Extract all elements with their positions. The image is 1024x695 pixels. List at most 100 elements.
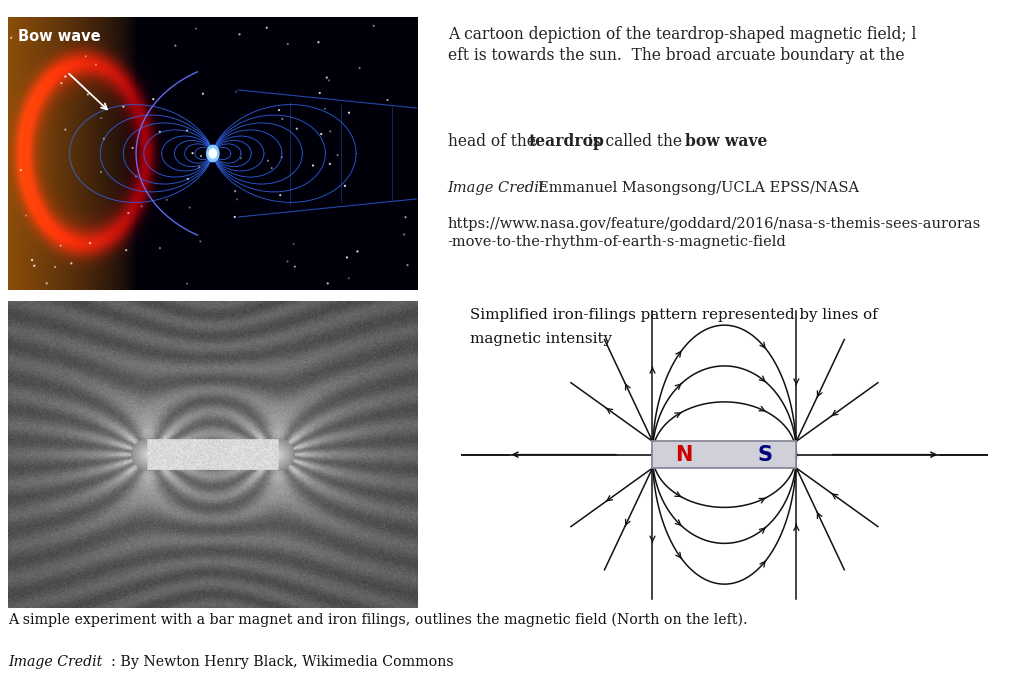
Point <box>195 88 211 99</box>
Point <box>286 238 302 250</box>
Point <box>258 22 274 33</box>
Point <box>115 101 131 112</box>
Point <box>396 229 413 240</box>
Point <box>271 104 288 115</box>
Point <box>351 63 368 74</box>
Point <box>341 272 357 284</box>
Point <box>349 246 366 257</box>
Point <box>179 173 196 184</box>
Point <box>124 142 140 154</box>
Point <box>118 245 134 256</box>
Point <box>24 254 40 265</box>
Point <box>93 113 110 124</box>
Point <box>280 38 296 49</box>
Point <box>193 150 209 161</box>
Text: magnetic intensity: magnetic intensity <box>470 332 612 346</box>
Text: N: N <box>675 445 692 465</box>
Point <box>159 194 175 205</box>
Point <box>226 211 243 222</box>
Point <box>80 89 96 100</box>
Point <box>145 94 162 105</box>
Point <box>229 194 246 205</box>
Point <box>78 51 94 62</box>
Point <box>341 107 357 118</box>
Polygon shape <box>207 145 219 162</box>
Text: head of the: head of the <box>447 133 541 150</box>
Point <box>339 252 355 263</box>
Point <box>82 238 98 249</box>
Point <box>12 165 29 176</box>
Text: :  Emmanuel Masongsong/UCLA EPSS/NASA: : Emmanuel Masongsong/UCLA EPSS/NASA <box>524 181 859 195</box>
Point <box>95 133 112 145</box>
Point <box>128 171 144 182</box>
Point <box>321 75 337 86</box>
Point <box>227 186 244 197</box>
Text: bow wave: bow wave <box>685 133 767 150</box>
Point <box>27 260 43 271</box>
Point <box>52 240 69 252</box>
Point <box>167 40 183 51</box>
Point <box>319 278 336 289</box>
Point <box>120 208 136 219</box>
Point <box>47 261 63 272</box>
Point <box>318 72 335 83</box>
Point <box>263 163 280 174</box>
Point <box>57 71 74 82</box>
Point <box>313 129 330 140</box>
Point <box>305 160 322 171</box>
Polygon shape <box>209 149 216 158</box>
Point <box>232 153 249 164</box>
Point <box>63 258 80 269</box>
Point <box>310 37 327 48</box>
Point <box>330 149 346 161</box>
Point <box>316 103 333 114</box>
Point <box>287 261 303 272</box>
Point <box>322 158 338 170</box>
Point <box>379 95 395 106</box>
Point <box>280 256 296 267</box>
Text: A cartoon depiction of the teardrop-shaped magnetic field; l
eft is towards the : A cartoon depiction of the teardrop-shap… <box>447 26 916 64</box>
Point <box>187 23 204 34</box>
Point <box>152 126 168 138</box>
Point <box>399 259 416 270</box>
Point <box>191 162 208 173</box>
Text: Image Credit: Image Credit <box>8 655 102 669</box>
Point <box>181 202 198 213</box>
Text: Bow wave: Bow wave <box>18 28 101 44</box>
Point <box>273 152 290 163</box>
Point <box>93 166 110 177</box>
Text: S: S <box>758 445 773 465</box>
Point <box>366 20 382 31</box>
Point <box>152 243 168 254</box>
Point <box>231 28 248 40</box>
Point <box>323 126 339 137</box>
Point <box>228 86 245 97</box>
Point <box>260 155 276 166</box>
Text: Simplified iron-filings pattern represented by lines of: Simplified iron-filings pattern represen… <box>470 309 878 322</box>
Point <box>179 125 196 136</box>
Point <box>337 180 353 191</box>
Point <box>311 88 328 99</box>
Text: https://www.nasa.gov/feature/goddard/2016/nasa-s-themis-sees-auroras
-move-to-th: https://www.nasa.gov/feature/goddard/201… <box>447 218 981 249</box>
Point <box>18 210 35 221</box>
Point <box>39 278 55 289</box>
Point <box>289 123 305 134</box>
Point <box>272 190 289 201</box>
Text: A simple experiment with a bar magnet and iron filings, outlines the magnetic fi: A simple experiment with a bar magnet an… <box>8 613 748 628</box>
Point <box>88 59 104 70</box>
Point <box>184 147 201 158</box>
Bar <box>652 441 797 468</box>
Point <box>57 124 74 136</box>
Point <box>397 212 414 223</box>
Point <box>274 113 291 124</box>
Point <box>133 201 150 212</box>
Point <box>53 78 70 89</box>
Text: : By Newton Henry Black, Wikimedia Commons: : By Newton Henry Black, Wikimedia Commo… <box>111 655 454 669</box>
Text: teardrop: teardrop <box>528 133 605 150</box>
Point <box>179 278 196 289</box>
Point <box>3 32 19 43</box>
Point <box>193 236 209 247</box>
Text: is called the: is called the <box>583 133 687 150</box>
Text: Image Credit: Image Credit <box>447 181 546 195</box>
Text: head of the teardrop: head of the teardrop <box>447 133 627 150</box>
